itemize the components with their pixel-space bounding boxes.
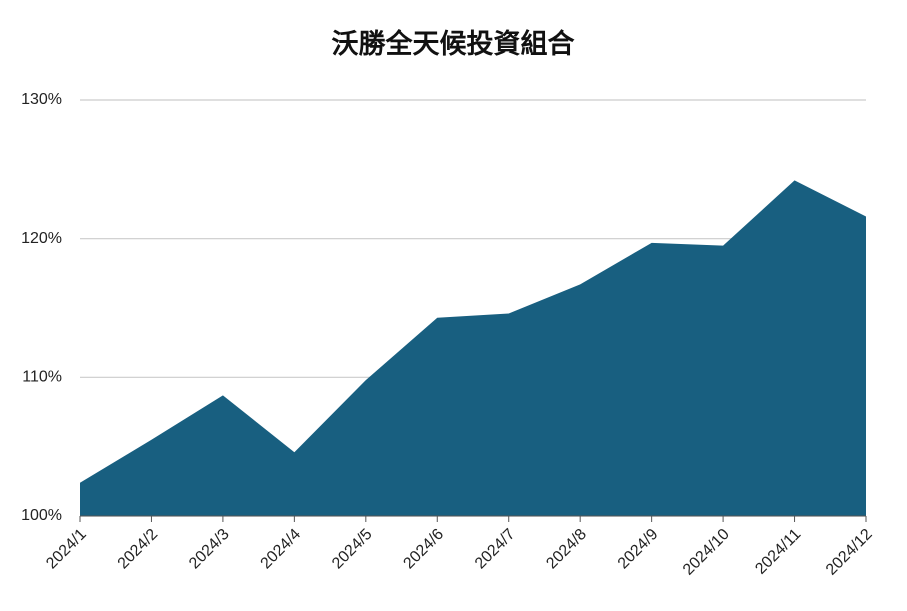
y-tick-label: 100%	[21, 507, 62, 524]
chart-title: 沃勝全天候投資組合	[332, 28, 575, 59]
y-tick-label: 110%	[22, 369, 62, 386]
x-tick-label: 2024/7	[472, 526, 519, 573]
x-tick-label: 2024/5	[329, 526, 376, 573]
x-tick-label: 2024/4	[258, 526, 305, 573]
area	[80, 180, 866, 516]
y-tick-label: 120%	[21, 230, 62, 247]
x-tick-label: 2024/3	[186, 526, 233, 573]
y-tick-label: 130%	[21, 91, 62, 108]
x-tick-label: 2024/11	[752, 526, 804, 578]
x-tick-label: 2024/2	[115, 526, 162, 573]
x-tick-label: 2024/9	[615, 526, 662, 573]
x-tick-label: 2024/12	[823, 526, 876, 579]
x-tick-label: 2024/8	[543, 526, 590, 573]
x-tick-label: 2024/1	[43, 526, 90, 573]
x-tick-label: 2024/10	[680, 526, 733, 579]
x-tick-label: 2024/6	[400, 526, 447, 573]
